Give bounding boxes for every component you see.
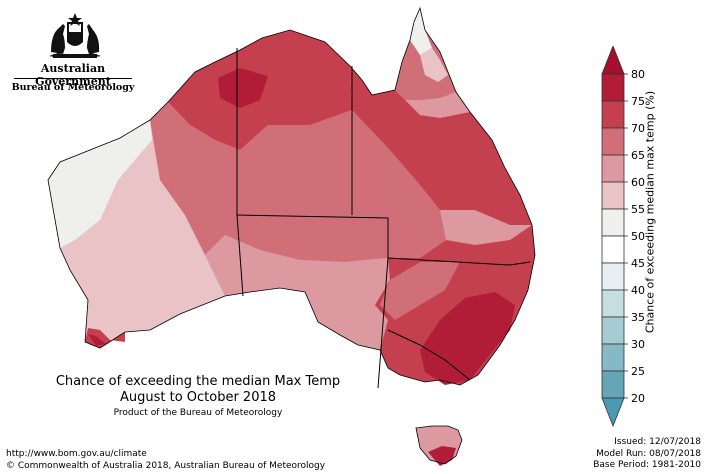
state-borders (236, 48, 531, 389)
logo-divider (14, 78, 132, 79)
legend-tick-label: 50 (631, 230, 645, 243)
legend-bin (601, 154, 625, 183)
model-run-date: Model Run: 08/07/2018 (596, 448, 701, 459)
legend-bin (601, 235, 625, 264)
footer-copyright: © Commonwealth of Australia 2018, Austra… (6, 461, 326, 471)
cape-york-tip-zone (410, 8, 432, 55)
sa-north-zone (240, 222, 345, 258)
legend-tick-label: 65 (631, 149, 645, 162)
legend-tick-label: 35 (631, 311, 645, 324)
wa-western-coast-zone (48, 120, 152, 248)
legend-tick-label: 45 (631, 257, 645, 270)
legend-tick-label: 25 (631, 365, 645, 378)
map-caption: Chance of exceeding the median Max Temp … (30, 374, 366, 418)
issued-date: Issued: 12/07/2018 (614, 437, 701, 447)
central-zone (150, 102, 446, 262)
legend-bin (601, 100, 625, 129)
legend-bin (601, 127, 625, 156)
legend-top-arrow (601, 46, 625, 75)
legend-bin (601, 289, 625, 318)
legend-tick-label: 40 (631, 284, 645, 297)
legend-bin (601, 181, 625, 210)
legend-bin (601, 343, 625, 372)
legend-tick-label: 75 (631, 95, 645, 108)
footer-left: http://www.bom.gov.au/climate © Commonwe… (6, 448, 325, 472)
nsw-vic-border (387, 329, 471, 381)
legend-bin (601, 262, 625, 291)
se-red-core-zone (420, 292, 515, 385)
probability-legend: 80 75 70 65 60 55 50 45 40 35 30 25 20 (601, 46, 645, 428)
footer-right: Issued: 12/07/2018 Model Run: 08/07/2018… (593, 437, 701, 472)
legend-tick-label: 80 (631, 68, 645, 81)
bureau-name: Bureau of Meteorology (11, 82, 135, 93)
legend-title: Chance of exceeding median max temp (%) (643, 90, 657, 334)
caption-title: Chance of exceeding the median Max Temp (55, 374, 341, 389)
coat-of-arms-icon (49, 13, 101, 58)
base-period: Base Period: 1981-2010 (593, 460, 701, 470)
sa-vic-border (377, 257, 389, 389)
footer-url[interactable]: http://www.bom.gov.au/climate (6, 449, 147, 459)
government-logo: Australian Government Bureau of Meteorol… (8, 8, 138, 93)
coastline (47, 6, 536, 386)
queensland-zone (350, 66, 532, 225)
legend-bottom-arrow (601, 397, 625, 428)
nsw-inner-zone (380, 262, 460, 320)
legend-bin (601, 370, 625, 399)
cape-york-inner-zone (420, 48, 448, 82)
caption-period: August to October 2018 (119, 390, 277, 405)
south-australia-zone (205, 235, 390, 350)
sa-qld-nsw-border (387, 218, 531, 266)
nt-sa-border (236, 214, 389, 219)
legend-bin (601, 316, 625, 345)
caption-product: Product of the Bureau of Meteorology (113, 408, 283, 418)
tasmania-coastline (415, 425, 463, 465)
nt-red-core-zone (218, 68, 268, 108)
legend-tick-label: 70 (631, 122, 645, 135)
sw-coast-core-zone (88, 334, 106, 346)
legend-tick-label: 60 (631, 176, 645, 189)
legend-bin (601, 208, 625, 237)
legend-tick-label: 30 (631, 338, 645, 351)
legend-tick-label: 55 (631, 203, 645, 216)
legend-tick-label: 20 (631, 392, 645, 405)
legend-bin (601, 73, 625, 102)
